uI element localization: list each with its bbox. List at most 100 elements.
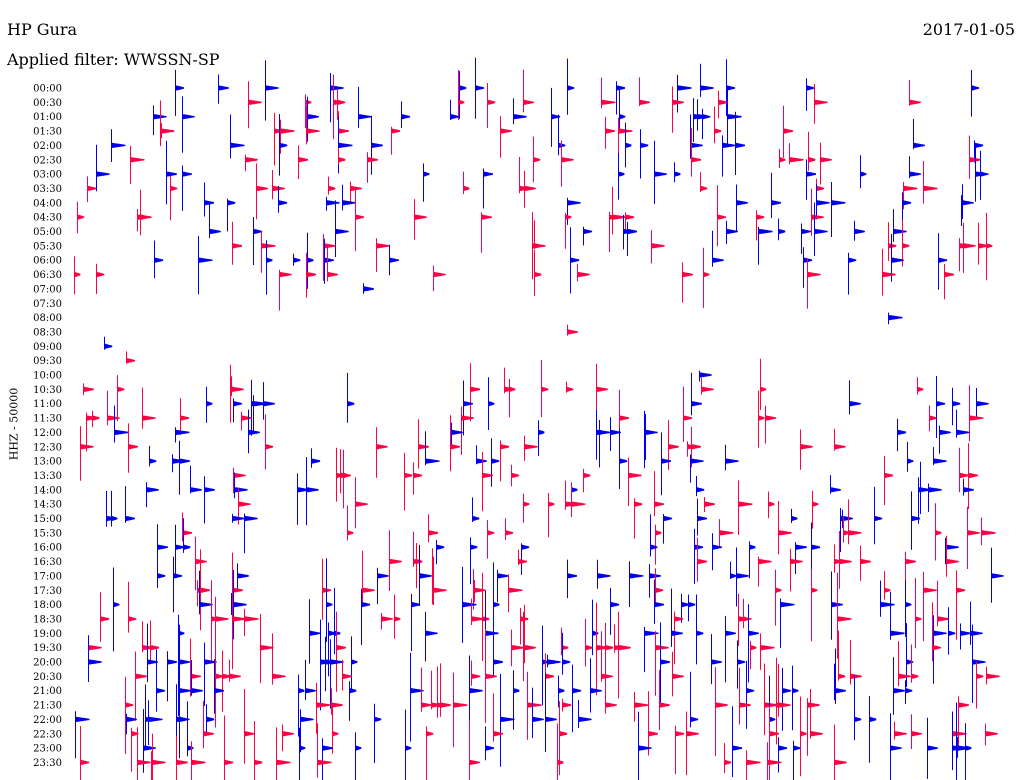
tick-label: 06:00 bbox=[33, 256, 62, 267]
trace-row bbox=[143, 701, 972, 780]
tick-label: 13:00 bbox=[33, 457, 62, 468]
trace-row bbox=[178, 587, 983, 684]
trace-path bbox=[197, 548, 966, 642]
trace-path bbox=[96, 140, 989, 211]
trace-row bbox=[77, 185, 824, 253]
trace-path bbox=[157, 514, 959, 585]
tick-label: 03:30 bbox=[33, 184, 62, 195]
tick-label: 23:30 bbox=[33, 758, 62, 769]
tick-label: 18:30 bbox=[33, 614, 62, 625]
tick-label: 01:30 bbox=[33, 127, 62, 138]
trace-row bbox=[567, 324, 578, 336]
trace-path bbox=[111, 111, 984, 179]
trace-row bbox=[157, 514, 959, 585]
trace-path bbox=[75, 671, 877, 769]
trace-row bbox=[154, 227, 948, 295]
tick-label: 11:00 bbox=[33, 399, 62, 410]
trace-path bbox=[88, 619, 986, 711]
trace-path bbox=[130, 127, 981, 187]
tick-label: 21:00 bbox=[33, 686, 62, 697]
trace-row bbox=[126, 351, 136, 364]
trace-row bbox=[156, 648, 913, 742]
trace-row bbox=[80, 414, 846, 482]
trace-path bbox=[157, 544, 1004, 613]
tick-label: 14:00 bbox=[33, 485, 62, 496]
tick-label: 00:30 bbox=[33, 98, 62, 109]
trace-path bbox=[149, 428, 947, 496]
time-tick-labels: 00:00 00:30 01:00 01:30 02:00 02:30 03:00 03:30… bbox=[33, 84, 62, 769]
trace-path bbox=[104, 336, 113, 350]
trace-path bbox=[888, 312, 903, 325]
tick-label: 08:00 bbox=[33, 313, 62, 324]
trace-path bbox=[232, 212, 993, 281]
tick-label: 15:00 bbox=[33, 514, 62, 525]
trace-path bbox=[182, 499, 996, 569]
trace-path bbox=[204, 172, 974, 239]
trace-row bbox=[86, 385, 984, 455]
trace-row bbox=[125, 657, 969, 757]
station-title: HP Gura bbox=[7, 20, 78, 39]
tick-label: 13:30 bbox=[33, 471, 62, 482]
trace-path bbox=[131, 689, 998, 780]
trace-path bbox=[106, 486, 921, 554]
trace-row bbox=[175, 57, 980, 123]
trace-path bbox=[156, 648, 913, 742]
trace-row bbox=[80, 715, 847, 780]
trace-path bbox=[77, 185, 824, 253]
trace-row bbox=[363, 283, 374, 294]
trace-path bbox=[567, 324, 578, 336]
trace-path bbox=[238, 471, 819, 539]
tick-label: 17:30 bbox=[33, 586, 62, 597]
trace-row bbox=[248, 69, 921, 140]
tick-label: 05:30 bbox=[33, 241, 62, 252]
tick-label: 12:30 bbox=[33, 442, 62, 453]
trace-path bbox=[363, 283, 374, 294]
tick-label: 02:30 bbox=[33, 155, 62, 166]
trace-path bbox=[125, 657, 969, 757]
trace-row bbox=[111, 111, 984, 179]
trace-path bbox=[206, 372, 989, 438]
tick-label: 09:00 bbox=[33, 342, 62, 353]
trace-path bbox=[143, 701, 972, 780]
tick-label: 17:00 bbox=[33, 571, 62, 582]
trace-row bbox=[74, 245, 954, 311]
trace-row bbox=[204, 172, 974, 239]
tick-label: 05:00 bbox=[33, 227, 62, 238]
trace-row bbox=[699, 370, 712, 382]
trace-row bbox=[209, 200, 907, 265]
trace-row bbox=[106, 486, 921, 554]
trace-row bbox=[104, 336, 113, 350]
trace-row bbox=[114, 405, 970, 469]
trace-path bbox=[178, 587, 983, 684]
tick-label: 20:30 bbox=[33, 672, 62, 683]
trace-row bbox=[83, 358, 924, 423]
trace-path bbox=[154, 227, 948, 295]
trace-path bbox=[233, 443, 978, 512]
trace-path bbox=[699, 370, 712, 382]
trace-row bbox=[75, 671, 877, 769]
trace-path bbox=[80, 414, 846, 482]
trace-path bbox=[114, 405, 970, 469]
trace-path bbox=[209, 200, 907, 265]
trace-path bbox=[113, 558, 912, 654]
filter-label: Applied filter: WWSSN-SP bbox=[7, 50, 220, 69]
trace-row bbox=[232, 212, 993, 281]
tick-label: 19:00 bbox=[33, 629, 62, 640]
trace-row bbox=[96, 140, 989, 211]
trace-row bbox=[195, 530, 959, 599]
tick-label: 08:30 bbox=[33, 327, 62, 338]
trace-row bbox=[87, 157, 938, 221]
tick-label: 14:30 bbox=[33, 500, 62, 511]
tick-label: 03:00 bbox=[33, 170, 62, 181]
tick-label: 00:00 bbox=[33, 84, 62, 95]
trace-row bbox=[238, 471, 819, 539]
trace-row bbox=[153, 86, 742, 153]
trace-path bbox=[126, 351, 136, 364]
seismic-traces bbox=[74, 57, 1004, 780]
tick-label: 22:30 bbox=[33, 729, 62, 740]
tick-label: 04:30 bbox=[33, 213, 62, 224]
tick-label: 20:00 bbox=[33, 658, 62, 669]
trace-path bbox=[74, 245, 954, 311]
trace-row bbox=[149, 428, 947, 496]
